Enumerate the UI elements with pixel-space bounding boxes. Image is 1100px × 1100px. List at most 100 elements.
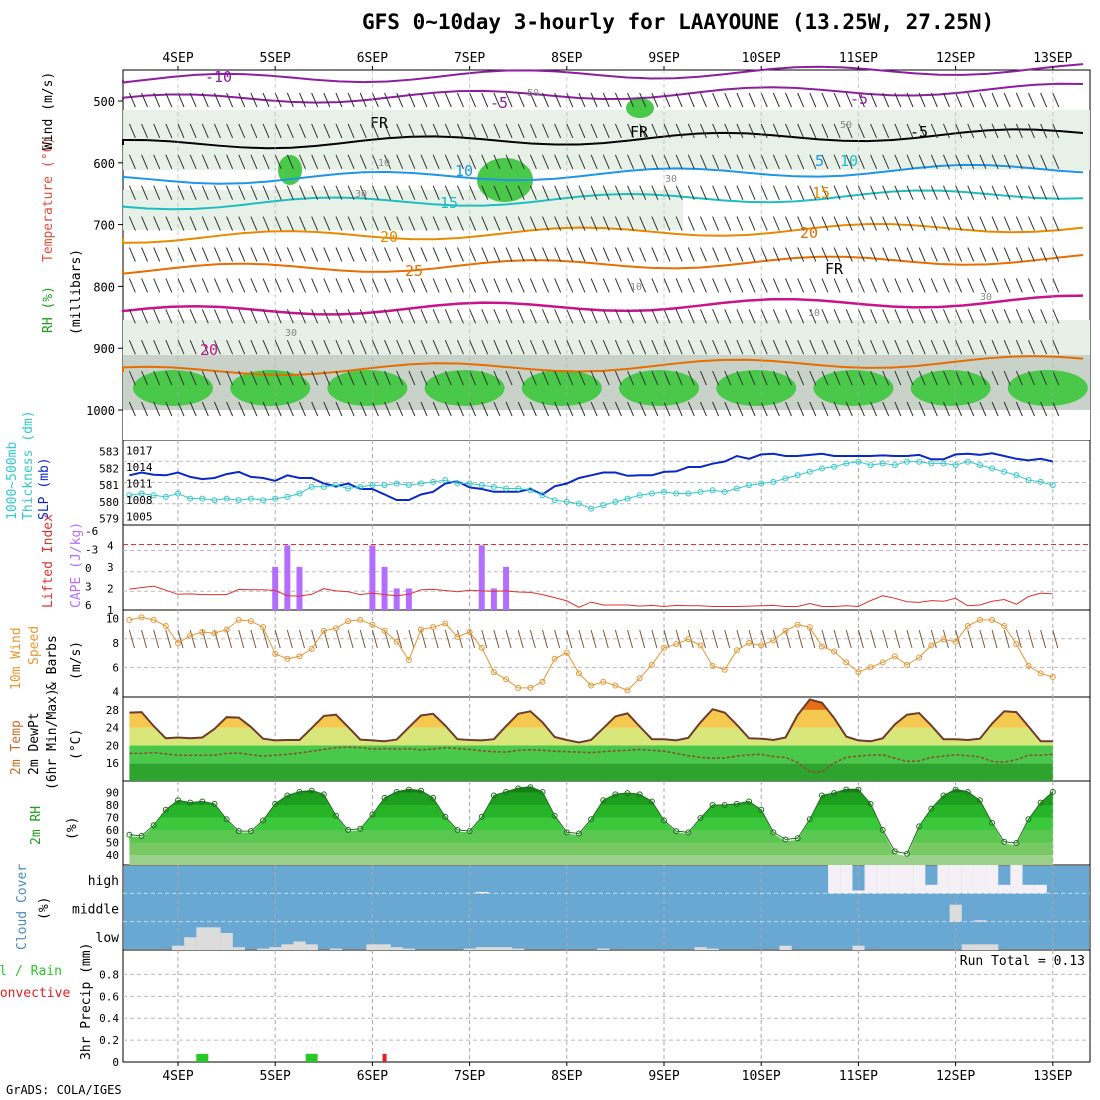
wind-barb [687, 185, 695, 200]
cloud-level-label: high [88, 874, 119, 889]
wind-barb [153, 370, 161, 386]
wind-barb [918, 309, 926, 324]
wind-barb [505, 216, 513, 231]
wind-barb [1040, 216, 1048, 231]
wind-speed-line-point [1013, 641, 1020, 648]
wind-barb [614, 185, 622, 200]
wind-barb [396, 154, 404, 169]
wind-barb [712, 123, 720, 139]
wind-speed-line-point [175, 639, 181, 646]
wind-barb [505, 123, 513, 139]
wind-barb [250, 154, 258, 169]
wind-barb [614, 340, 622, 355]
cloud-bar-high [901, 865, 914, 894]
rh-line-point [891, 848, 898, 855]
wind-barb [1003, 278, 1011, 293]
wind-barb [542, 247, 549, 262]
wind-speed-line-point [418, 626, 424, 633]
pressure-tick-label: 500 [93, 95, 115, 109]
wind-barb [614, 123, 622, 139]
wind-barb [469, 340, 477, 355]
wind-barb [384, 216, 392, 231]
wind-barb [262, 247, 270, 262]
cape-bar [393, 588, 400, 610]
wind-barb [918, 629, 925, 649]
wind-barb [444, 154, 452, 169]
wind-barb [857, 185, 865, 200]
wind-barb [371, 629, 378, 649]
wind-barb [1028, 154, 1035, 169]
wind-barb [906, 401, 914, 417]
wind-barb [141, 278, 149, 293]
temp-label-2: 2m DewPt [27, 712, 42, 775]
wind-barb [590, 370, 598, 386]
wind-barb [1028, 309, 1035, 324]
wind-barb [833, 370, 841, 386]
rh-line-point [430, 794, 437, 801]
wind-barb [809, 185, 817, 200]
wind-barb [226, 401, 234, 417]
precip-total-bar [196, 1053, 209, 1062]
wind-barb [1015, 154, 1023, 169]
wind-barb [456, 278, 464, 293]
wind-barb [882, 370, 890, 386]
wind-barb [748, 401, 756, 417]
wind-barb [262, 629, 269, 649]
rh-line-point [247, 828, 254, 835]
wind-barb [663, 154, 671, 169]
wind-barb [469, 247, 477, 262]
wind-barb [323, 185, 331, 200]
wind-barb [262, 216, 270, 231]
wind-barb [1052, 123, 1060, 139]
wind-barb [384, 123, 392, 139]
wind-barb [772, 278, 780, 293]
wind-barb [371, 216, 379, 231]
wind-speed-line-point [527, 684, 534, 691]
cloud-bar-low [184, 937, 197, 950]
wind-barb [286, 185, 294, 200]
wind-barb [870, 92, 878, 108]
thickness-tick-label: 583 [99, 446, 119, 459]
wind-barb [141, 247, 149, 262]
wind-barb [760, 629, 767, 649]
wind-barb [991, 185, 999, 200]
rh-line-point [551, 812, 558, 819]
temperature-contour-label: 20 [800, 224, 818, 242]
wind-barb [201, 154, 209, 169]
wind-barb [542, 340, 549, 355]
wind-barb [967, 401, 975, 417]
wind-barb [894, 629, 901, 649]
thickness-line-point [806, 468, 813, 475]
wind-barb [760, 340, 768, 355]
wind-barb [663, 216, 671, 231]
wind-barb [529, 340, 537, 355]
thickness-line-point [891, 462, 898, 469]
wind-barb [736, 247, 744, 262]
wind-barb [578, 401, 586, 417]
rh-line-point [175, 797, 181, 804]
wind-barb [736, 123, 744, 139]
wind-speed-line-point [952, 638, 959, 645]
wind-barb [469, 123, 477, 139]
wind-barb [153, 92, 161, 108]
wind-barb [590, 340, 598, 355]
wind-barb [189, 370, 197, 386]
rh-contour-label: 50 [840, 120, 852, 131]
wind-barb [420, 185, 428, 200]
wind-barb [396, 185, 404, 200]
wind-barb [712, 216, 720, 231]
wind-barb [760, 401, 768, 417]
wind-barb [153, 154, 161, 169]
wind-barb [335, 216, 343, 231]
wind-barb [432, 629, 439, 649]
wind-barb [347, 247, 355, 262]
wind-barb [639, 401, 647, 417]
wind-barb [748, 278, 756, 293]
rh-green-blob [716, 370, 797, 406]
thickness-tick-label: 581 [99, 479, 119, 492]
wind-barb [1028, 247, 1035, 262]
wind-barb [1028, 92, 1035, 108]
wind-speed-line-point [308, 646, 315, 653]
wind-barb [833, 629, 840, 649]
wind-barb [1040, 629, 1047, 649]
